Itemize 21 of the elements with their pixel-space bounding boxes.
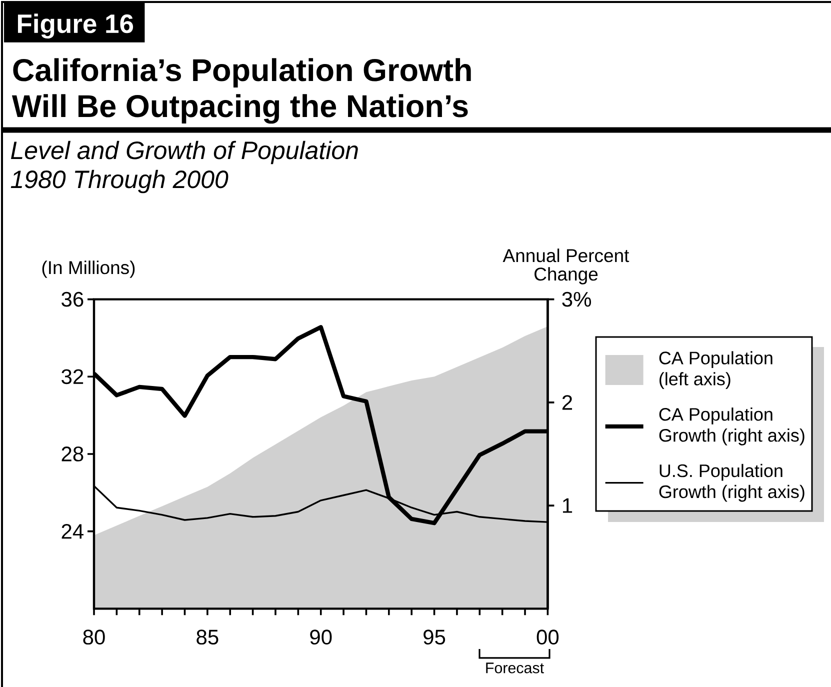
y2-axis-title: Annual Percent Change <box>502 248 630 284</box>
x-tick-label: 85 <box>196 630 218 645</box>
x-tick-label: 95 <box>424 630 446 645</box>
y-tick-label: 36 <box>62 292 84 307</box>
caption: Figure 16 <box>18 14 134 38</box>
y2-tick-label: 1 <box>562 498 572 513</box>
y2-tick-label: 2 <box>562 395 572 410</box>
text: Forecast <box>486 662 544 674</box>
x-tick-label: 90 <box>310 630 332 645</box>
y-tick-label: 24 <box>62 524 84 539</box>
legend-label: U.S. Population Growth (right axis) <box>659 464 804 502</box>
x-tick-label: 80 <box>83 630 105 645</box>
y-tick-label: 32 <box>62 369 84 384</box>
legend-label: CA Population Growth (right axis) <box>659 408 804 446</box>
y2-tick-label: 3% <box>562 292 591 307</box>
legend-label: CA Population (left axis) <box>659 351 772 389</box>
x-tick-label: 00 <box>536 630 559 645</box>
chart-title: California’s Population Growth Will Be Outpacing the Nation’s <box>12 58 471 124</box>
chart-subtitle: Level and Growth of Population 1980 Through 2000 <box>10 140 358 194</box>
y-tick-label: 28 <box>62 446 84 462</box>
y-axis-title: (In Millions) <box>42 260 135 278</box>
